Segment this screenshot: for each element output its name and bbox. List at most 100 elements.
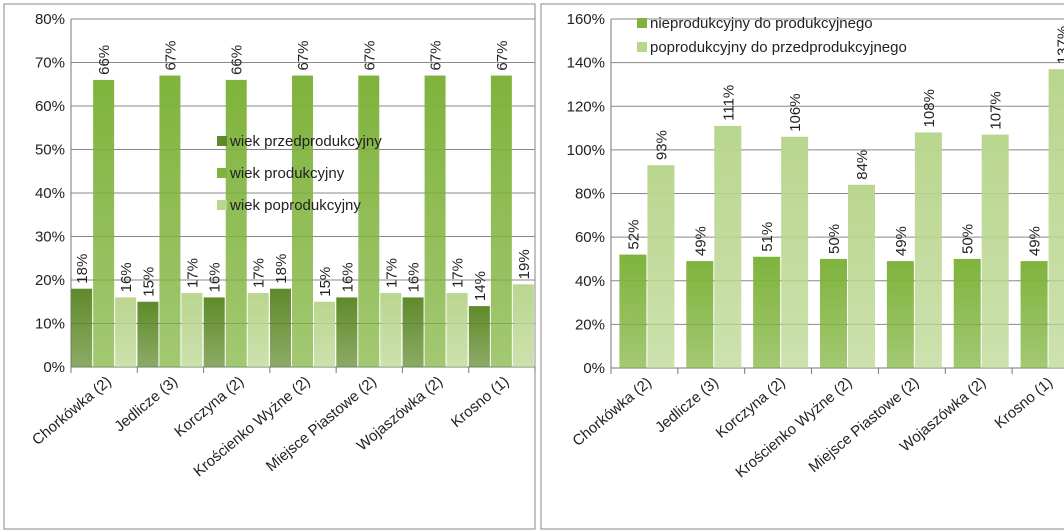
bar xyxy=(159,75,181,368)
data-label: 67% xyxy=(494,41,511,71)
bar xyxy=(203,297,225,367)
y-tick-label: 30% xyxy=(35,229,65,246)
y-tick-label: 20% xyxy=(575,316,605,333)
data-label: 107% xyxy=(988,91,1005,129)
data-label: 52% xyxy=(625,220,642,250)
legend-entry: wiek produkcyjny xyxy=(229,165,345,182)
bar xyxy=(820,258,847,368)
data-label: 17% xyxy=(383,258,400,288)
bar xyxy=(848,184,875,368)
data-label: 66% xyxy=(96,45,113,75)
y-tick-label: 60% xyxy=(35,98,65,115)
y-tick-label: 140% xyxy=(567,55,605,72)
y-tick-label: 100% xyxy=(567,142,605,159)
y-tick-label: 40% xyxy=(35,185,65,202)
data-label: 17% xyxy=(251,258,268,288)
data-label: 137% xyxy=(1055,26,1064,64)
data-label: 49% xyxy=(1027,226,1044,256)
bar xyxy=(981,134,1009,368)
category-label: Krościenko Wyżne (2) xyxy=(190,373,313,480)
legend-entry: poprodukcyjny do przedprodukcyjnego xyxy=(650,39,907,56)
category-label: Miejsce Piastowe (2) xyxy=(263,373,380,475)
data-label: 17% xyxy=(450,258,467,288)
bar xyxy=(953,258,981,368)
category-label: Jedlicze (3) xyxy=(111,373,181,435)
data-label: 51% xyxy=(759,222,776,252)
y-tick-label: 120% xyxy=(567,98,605,115)
bar xyxy=(753,256,781,368)
chart-frame xyxy=(3,3,536,530)
category-label: Krosno (1) xyxy=(992,374,1057,432)
data-label: 108% xyxy=(921,89,938,127)
data-label: 15% xyxy=(317,267,334,297)
bar xyxy=(781,136,809,368)
bar xyxy=(247,293,269,367)
y-tick-label: 0% xyxy=(43,359,65,376)
data-label: 14% xyxy=(472,271,489,301)
data-label: 19% xyxy=(516,249,533,279)
data-label: 50% xyxy=(960,224,977,254)
y-tick-label: 20% xyxy=(35,272,65,289)
bar xyxy=(1048,69,1064,368)
y-tick-label: 50% xyxy=(35,142,65,159)
data-label: 16% xyxy=(339,262,356,292)
data-label: 66% xyxy=(229,45,246,75)
y-tick-label: 0% xyxy=(583,360,605,377)
y-tick-label: 80% xyxy=(35,11,65,28)
legend-swatch xyxy=(637,18,647,28)
data-label: 93% xyxy=(653,130,670,160)
y-tick-label: 40% xyxy=(575,273,605,290)
data-label: 67% xyxy=(295,41,312,71)
y-tick-label: 60% xyxy=(575,229,605,246)
bar xyxy=(512,284,534,367)
bar xyxy=(402,297,424,367)
chart-dependency-ratios: 0% 20% 40% 60% 80% 100% 120% 140% 160% 52% 93% Chor… xyxy=(540,3,1064,530)
bar xyxy=(292,75,313,368)
legend-entry: nieprodukcyjny do produkcyjnego xyxy=(650,15,873,32)
data-label: 15% xyxy=(140,267,157,297)
data-label: 16% xyxy=(406,262,423,292)
bar xyxy=(358,75,380,368)
data-label: 67% xyxy=(162,41,179,71)
bar xyxy=(314,301,335,367)
data-label: 18% xyxy=(74,254,91,284)
data-label: 16% xyxy=(118,262,135,292)
legend-entry: wiek poprodukcyjny xyxy=(229,197,361,214)
legend-entry: wiek przedprodukcyjny xyxy=(229,133,382,150)
y-tick-label: 80% xyxy=(575,186,605,203)
category-label: Miejsce Piastowe (2) xyxy=(805,374,922,476)
data-label: 49% xyxy=(893,226,910,256)
data-label: 17% xyxy=(184,258,201,288)
bar xyxy=(446,293,468,367)
data-label: 106% xyxy=(787,93,804,131)
data-label: 18% xyxy=(273,254,290,284)
data-label: 16% xyxy=(207,262,224,292)
legend-swatch xyxy=(217,136,227,146)
chart-age-structure: 0% 10% 20% 30% 40% 50% 60% 70% 80% 18% 66% 16% Chork… xyxy=(3,3,536,530)
data-label: 111% xyxy=(720,85,737,121)
legend-swatch xyxy=(637,42,647,52)
bar xyxy=(93,79,115,368)
bar xyxy=(225,79,247,368)
category-label: Krościenko Wyżne (2) xyxy=(732,374,855,481)
data-label: 67% xyxy=(361,41,378,71)
bar xyxy=(71,288,93,367)
legend-swatch xyxy=(217,168,227,178)
bar xyxy=(686,261,714,368)
data-label: 67% xyxy=(428,41,445,71)
bar xyxy=(336,297,358,367)
bar xyxy=(886,261,914,368)
legend-swatch xyxy=(217,200,227,210)
bar xyxy=(115,297,137,367)
category-label: Krosno (1) xyxy=(448,373,513,431)
y-tick-label: 10% xyxy=(35,316,65,333)
bar xyxy=(270,288,291,367)
data-label: 50% xyxy=(826,224,843,254)
category-label: Chorkówka (2) xyxy=(569,374,655,450)
chart-frame xyxy=(540,3,1064,530)
y-tick-label: 160% xyxy=(567,11,605,28)
bar xyxy=(424,75,446,368)
category-label: Chorkówka (2) xyxy=(29,373,115,449)
data-label: 84% xyxy=(854,150,871,180)
